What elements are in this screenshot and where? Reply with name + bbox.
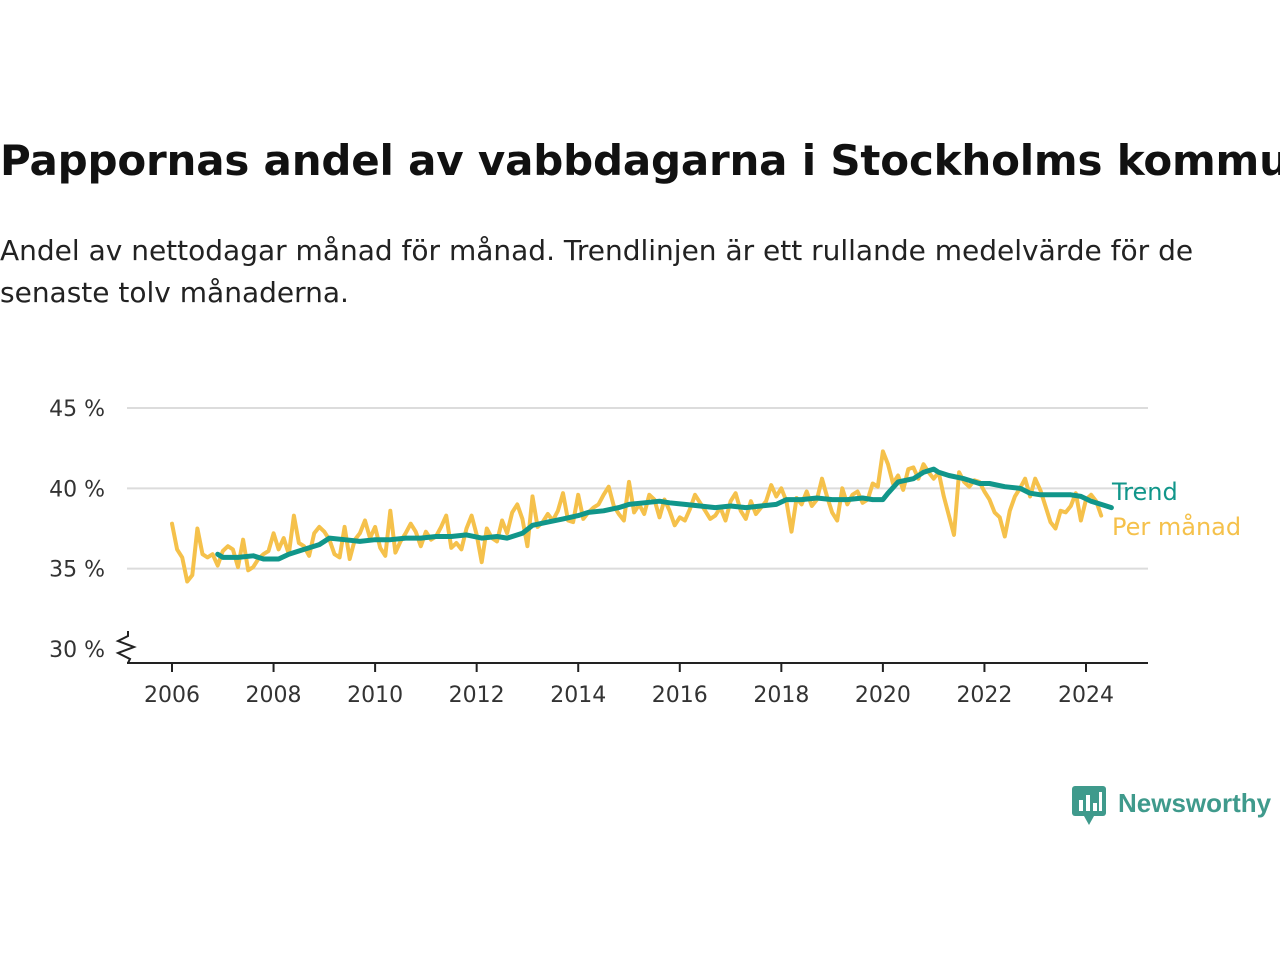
gridlines xyxy=(127,407,1148,570)
y-tick-label: 45 % xyxy=(49,397,105,422)
y-tick-label: 30 % xyxy=(49,638,105,663)
brand-name: Newsworthy xyxy=(1118,788,1272,818)
x-axis xyxy=(115,631,1148,672)
chart-subtitle: Andel av nettodagar månad för månad. Tre… xyxy=(0,234,1194,309)
x-tick-label: 2008 xyxy=(246,683,302,708)
x-tick-label: 2012 xyxy=(449,683,505,708)
x-tick-label: 2014 xyxy=(550,683,606,708)
y-tick-label: 40 % xyxy=(49,477,105,502)
series-label: Per månad xyxy=(1112,512,1241,541)
x-tick-label: 2024 xyxy=(1058,683,1114,708)
y-axis-tick-labels: 30 % 35 % 40 % 45 % xyxy=(49,397,105,663)
series-label: Trend xyxy=(1111,478,1178,506)
x-tick-label: 2022 xyxy=(956,683,1012,708)
x-tick-label: 2016 xyxy=(652,683,708,708)
y-tick-label: 35 % xyxy=(49,558,105,583)
series-lines xyxy=(170,449,1114,584)
series-end-labels: Per månad Trend xyxy=(1111,478,1241,541)
x-tick-label: 2010 xyxy=(347,683,403,708)
series-line-trend xyxy=(215,466,1114,562)
x-tick-label: 2006 xyxy=(144,683,200,708)
newsworthy-logo: Newsworthy xyxy=(1072,786,1272,825)
x-tick-label: 2020 xyxy=(855,683,911,708)
line-chart: 30 % 35 % 40 % 45 % 2006 2008 2010 2012 2014 201… xyxy=(49,397,1241,708)
x-tick-label: 2018 xyxy=(753,683,809,708)
series-line-per-mnad xyxy=(170,449,1104,584)
chart-title: Pappornas andel av vabbdagarna i Stockho… xyxy=(0,136,1280,185)
newsworthy-chart-icon xyxy=(1072,786,1106,825)
x-axis-tick-labels: 2006 2008 2010 2012 2014 2016 2018 2020 2022 2024 xyxy=(144,683,1114,708)
axis-break-icon xyxy=(115,631,137,664)
